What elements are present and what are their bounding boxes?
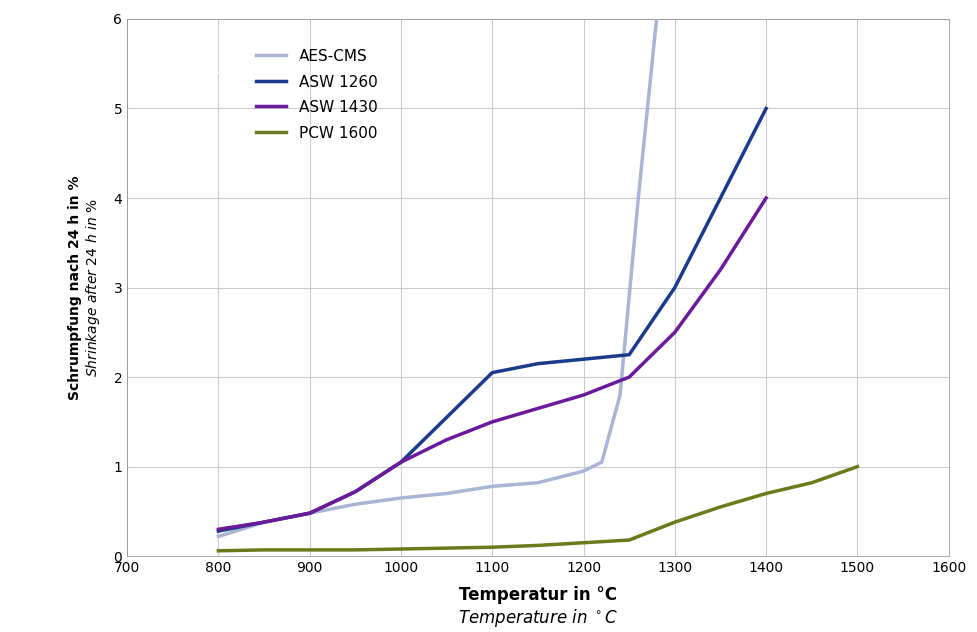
Text: InsulatioNet.com: InsulatioNet.com bbox=[181, 58, 357, 78]
Legend: AES-CMS, ASW 1260, ASW 1430, PCW 1600: AES-CMS, ASW 1260, ASW 1430, PCW 1600 bbox=[249, 43, 383, 147]
X-axis label: Temperatur in °C
$\it{Temperature\ in\ ^\circ C}$: Temperatur in °C $\it{Temperature\ in\ ^… bbox=[457, 586, 617, 629]
Y-axis label: Schrumpfung nach 24 h in %
$\it{Shrinkage\ after\ 24\ h\ in\ \%}$: Schrumpfung nach 24 h in % $\it{Shrinkag… bbox=[67, 175, 103, 400]
